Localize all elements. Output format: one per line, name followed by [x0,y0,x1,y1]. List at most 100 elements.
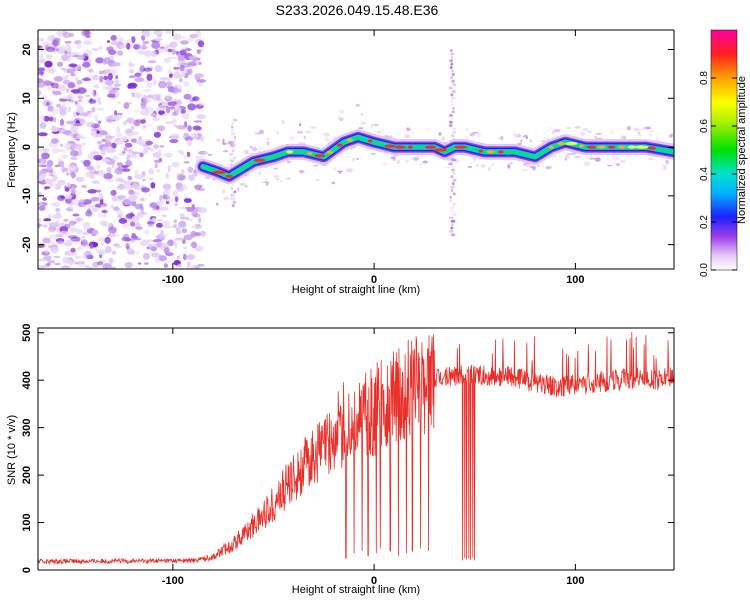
noise-blob [70,157,78,160]
noise-blob [566,126,571,130]
noise-blob [174,106,182,114]
noise-blob [228,140,234,145]
noise-blob [191,225,202,229]
noise-blob [71,190,75,197]
noise-blob [178,220,187,228]
noise-blob [134,72,142,77]
streak-blob [450,100,454,104]
noise-blob [181,183,186,189]
noise-blob [58,84,66,92]
noise-blob [143,198,148,202]
noise-blob [146,94,154,99]
noise-blob [151,50,157,57]
noise-blob [53,116,57,123]
noise-blob [106,46,114,52]
noise-blob [65,87,70,94]
y-tick-label: 500 [21,324,33,342]
noise-blob [81,204,86,207]
noise-blob [198,82,204,87]
noise-blob [183,161,190,164]
noise-blob [148,123,152,127]
noise-blob [70,199,74,206]
noise-blob [111,163,115,169]
noise-blob [39,53,44,61]
streak-blob [451,134,455,138]
noise-blob [136,213,144,218]
noise-blob [159,207,169,211]
colorbar-tick-label: 0.8 [699,71,710,85]
noise-blob [100,242,104,246]
noise-blob [507,164,511,169]
noise-blob [117,194,126,200]
streak-blob [232,200,236,204]
noise-blob [150,246,157,252]
streak-blob [448,216,454,220]
noise-blob [72,213,80,217]
noise-blob [38,170,48,175]
noise-blob [203,151,208,154]
colorbar-tick-label: 0.2 [699,215,710,229]
noise-blob [355,103,360,107]
noise-blob [38,115,45,122]
noise-blob [66,120,76,125]
streak-blob [448,124,453,128]
noise-blob [152,207,159,211]
noise-blob [277,178,280,181]
noise-blob [183,93,192,100]
noise-blob [70,99,74,103]
noise-blob [180,168,185,176]
noise-blob [571,152,577,156]
streak-blob [233,142,237,146]
noise-blob [170,133,180,140]
noise-blob [88,112,93,118]
noise-blob [50,202,61,207]
noise-blob [151,117,161,121]
noise-blob [412,131,415,136]
streak-blob [452,107,455,110]
noise-blob [159,76,169,81]
streak-blob [450,103,453,107]
noise-blob [148,177,154,181]
noise-blob [56,30,63,38]
noise-blob [45,248,49,255]
noise-blob [183,234,193,241]
noise-blob [44,60,53,68]
noise-blob [467,165,472,168]
noise-blob [266,141,270,146]
noise-blob [142,41,150,45]
noise-blob [97,212,103,218]
ridge-hotspot [225,174,233,178]
noise-blob [61,154,69,159]
noise-blob [179,49,187,56]
noise-blob [64,194,73,200]
noise-blob [85,40,93,45]
noise-blob [55,207,61,212]
noise-blob [104,223,112,228]
streak-blob [448,113,453,117]
streak-blob [451,223,454,227]
noise-blob [441,136,445,141]
noise-blob [166,106,171,114]
noise-blob [181,228,188,234]
noise-blob [38,82,46,88]
noise-blob [45,186,51,189]
noise-blob [127,218,133,223]
noise-blob [323,132,331,137]
colorbar-tick-label: 0.6 [699,119,710,133]
noise-blob [148,193,152,196]
noise-blob [167,165,171,173]
noise-blob [143,67,153,72]
noise-blob [131,131,140,136]
noise-blob [360,121,366,125]
noise-blob [156,218,164,222]
noise-blob [121,136,128,142]
noise-blob [40,146,46,155]
noise-blob [195,30,202,37]
streak-blob [450,226,454,230]
noise-blob [136,139,144,145]
streak-blob [233,139,237,143]
streak-blob [233,135,237,139]
noise-blob [113,88,119,93]
noise-blob [38,93,42,96]
ridge-hotspot [478,149,483,153]
